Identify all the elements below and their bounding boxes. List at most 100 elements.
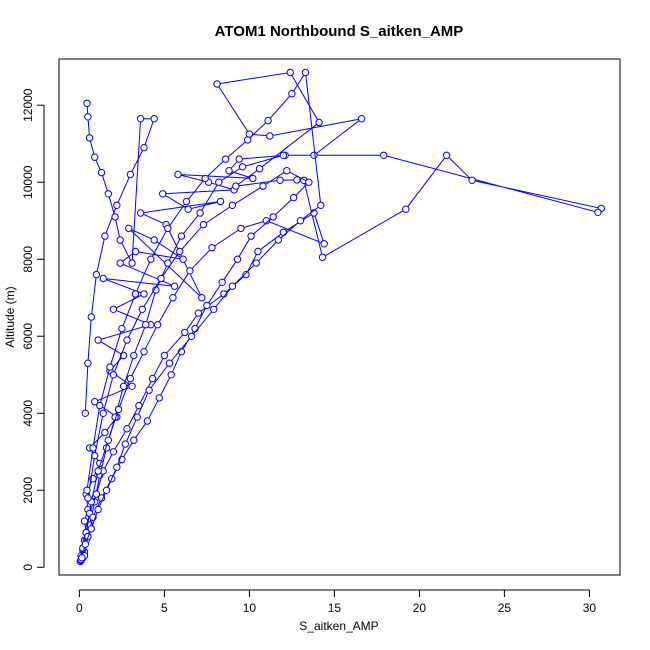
data-point: [126, 374, 135, 383]
data-point: [128, 382, 136, 390]
data-point: [145, 386, 153, 394]
data-point: [104, 190, 113, 198]
data-point: [254, 247, 262, 256]
data-point: [242, 270, 250, 279]
data-point: [109, 448, 118, 456]
data-point: [102, 486, 111, 494]
y-tick-label: 4000: [21, 400, 35, 427]
data-point: [106, 363, 114, 371]
data-point: [92, 490, 101, 498]
data-point: [160, 351, 169, 360]
data-point: [96, 401, 104, 410]
data-point: [150, 236, 158, 244]
data-point: [123, 425, 131, 433]
data-point: [182, 197, 191, 206]
data-point: [594, 208, 602, 217]
data-point: [262, 217, 271, 225]
y-tick-label: 0: [21, 564, 35, 571]
data-point: [186, 267, 194, 275]
data-point: [85, 134, 94, 142]
data-point: [142, 321, 150, 329]
data-point: [179, 255, 187, 263]
data-point: [97, 168, 106, 177]
data-point: [94, 505, 102, 514]
y-tick-label: 10000: [21, 165, 35, 199]
data-point: [310, 151, 318, 160]
data-point: [315, 118, 323, 127]
data-point: [228, 282, 237, 290]
data-point: [104, 436, 113, 444]
data-point: [301, 68, 310, 77]
data-point: [194, 309, 203, 317]
data-point: [187, 332, 196, 340]
y-axis-label: Altitude (m): [3, 286, 17, 347]
data-point: [203, 301, 211, 310]
data-point: [215, 178, 223, 186]
x-tick-label: 5: [161, 601, 168, 615]
series-1: [76, 68, 605, 566]
data-point: [357, 115, 366, 123]
data-point: [198, 294, 206, 302]
data-point: [208, 244, 216, 252]
data-point: [196, 209, 204, 217]
data-point: [118, 324, 126, 333]
data-point: [116, 236, 124, 244]
data-point: [259, 182, 267, 190]
data-point: [247, 232, 255, 240]
chart-title: ATOM1 Northbound S_aitken_AMP: [215, 23, 464, 40]
data-point: [91, 153, 99, 161]
y-axis: 0 2000 4000 6000 8000 10000 12000: [21, 88, 45, 571]
data-point: [266, 132, 274, 140]
series-3: [80, 167, 313, 560]
data-point: [165, 359, 174, 367]
data-point: [143, 417, 152, 425]
x-tick-label: 25: [498, 601, 512, 615]
data-point: [252, 259, 260, 267]
data-point: [147, 255, 155, 263]
x-tick-label: 15: [328, 601, 342, 615]
data-point: [276, 176, 284, 185]
data-point: [232, 182, 240, 190]
data-point: [296, 217, 305, 225]
data-point: [233, 255, 242, 263]
data-point: [116, 259, 124, 267]
data-point: [264, 116, 272, 125]
data-point: [99, 409, 107, 417]
data-point: [164, 224, 172, 233]
data-point: [81, 409, 90, 417]
data-point: [167, 371, 175, 379]
data-point: [84, 359, 92, 367]
data-point: [84, 113, 92, 121]
data-point: [170, 282, 179, 290]
data-point: [218, 278, 226, 286]
series-5: [81, 99, 158, 417]
data-point: [288, 90, 296, 98]
data-point: [283, 167, 291, 175]
data-point: [153, 321, 162, 329]
data-point: [140, 290, 148, 298]
series-4: [78, 68, 325, 562]
data-point: [148, 374, 157, 383]
y-tick-label: 2000: [21, 477, 35, 504]
data-point: [113, 463, 121, 471]
data-point: [140, 143, 148, 152]
data-point: [91, 398, 99, 406]
x-tick-label: 20: [413, 601, 427, 615]
data-point: [89, 444, 97, 452]
data-point: [201, 174, 209, 183]
data-point: [109, 371, 118, 379]
data-point: [133, 413, 141, 421]
data-point: [249, 174, 257, 183]
y-tick-label: 8000: [21, 246, 35, 273]
data-point: [184, 205, 192, 213]
data-point: [191, 324, 199, 333]
y-tick-label: 6000: [21, 323, 35, 350]
data-point: [199, 220, 208, 229]
plot-frame: [58, 58, 621, 576]
data-point: [119, 382, 128, 390]
data-point: [81, 540, 90, 548]
data-point: [221, 155, 230, 163]
x-axis: 0 5 10 15 20 25 30: [76, 589, 596, 615]
data-point: [177, 232, 186, 240]
